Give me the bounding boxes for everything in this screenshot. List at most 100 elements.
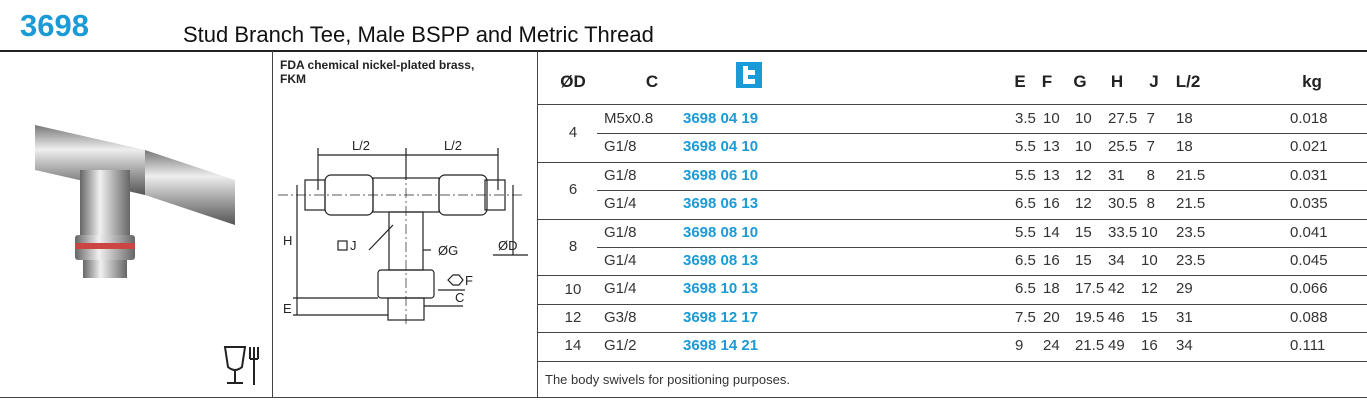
column-header: F: [1041, 72, 1053, 91]
cell: 7: [1146, 110, 1155, 127]
cell: 21.5: [1176, 195, 1206, 213]
cell: 8: [1146, 166, 1155, 184]
cell: 6.5: [1015, 195, 1036, 213]
row-rule: [597, 247, 1367, 248]
cell: G1/4: [604, 195, 637, 213]
outer-diameter: 12: [564, 309, 582, 326]
dim-label: ØD: [498, 238, 518, 253]
cell: 10: [1141, 252, 1158, 269]
cell: 16: [1043, 195, 1060, 213]
row-rule: [597, 190, 1367, 191]
outer-diameter: 8: [568, 238, 578, 255]
cell: 0.066: [1290, 280, 1328, 298]
product-photo: [35, 125, 235, 278]
divider: [272, 51, 273, 397]
cell: 12: [1141, 280, 1158, 298]
cell: 34: [1108, 252, 1125, 269]
cell: 13: [1043, 166, 1060, 184]
cell: 21.5: [1075, 337, 1105, 355]
cell: 7: [1146, 138, 1155, 156]
dim-label: J: [350, 238, 357, 253]
cell: 31: [1108, 166, 1125, 184]
cell: 25.5: [1108, 138, 1138, 156]
dim-label: L/2: [444, 138, 462, 153]
outer-diameter: 4: [568, 124, 578, 142]
cell: 20: [1043, 308, 1060, 326]
cell: 0.021: [1290, 138, 1328, 156]
cell: 12: [1075, 166, 1092, 184]
cell: 10: [1141, 223, 1158, 241]
row-rule: [597, 133, 1367, 134]
cell: 5.5: [1015, 223, 1036, 241]
row-rule: [538, 332, 1367, 333]
cell: 46: [1108, 308, 1125, 326]
cell: 49: [1108, 337, 1125, 355]
cell: 23.5: [1176, 252, 1206, 269]
cell: 23.5: [1176, 223, 1206, 241]
cell: 15: [1075, 223, 1092, 241]
cell: 21.5: [1176, 166, 1206, 184]
dim-label: L/2: [352, 138, 370, 153]
cell: 0.041: [1290, 223, 1328, 241]
cell: 0.031: [1290, 166, 1328, 184]
column-header: ØD: [560, 72, 586, 91]
reference-code: 3698 04 19: [683, 110, 759, 127]
dim-label: E: [283, 301, 292, 316]
cell: 18: [1043, 280, 1060, 298]
column-header: G: [1073, 72, 1087, 91]
cell: G1/8: [604, 223, 637, 241]
cell: 42: [1108, 280, 1125, 298]
row-rule: [538, 275, 1367, 276]
cell: 14: [1043, 223, 1060, 241]
cell: 3.5: [1015, 110, 1036, 127]
bottom-rule: [0, 397, 1367, 398]
cell: 6.5: [1015, 280, 1036, 298]
cell: G1/2: [604, 337, 637, 355]
cell: 17.5: [1075, 280, 1105, 298]
cell: 34: [1176, 337, 1193, 355]
cell: 27.5: [1108, 110, 1138, 127]
cell: M5x0.8: [604, 110, 654, 127]
cell: G3/8: [604, 308, 637, 326]
reference-code: 3698 08 10: [683, 223, 759, 241]
column-header: L/2: [1175, 72, 1201, 91]
reference-code: 3698 14 21: [683, 337, 759, 355]
reference-code: 3698 10 13: [683, 280, 759, 298]
row-rule: [538, 162, 1367, 163]
cell: G1/8: [604, 166, 637, 184]
outer-diameter: 14: [564, 337, 582, 355]
cell: 5.5: [1015, 138, 1036, 156]
row-rule: [538, 219, 1367, 220]
cell: 18: [1176, 138, 1193, 156]
header-rule: [0, 50, 1367, 52]
cell: 6.5: [1015, 252, 1036, 269]
cell: 0.018: [1290, 110, 1328, 127]
cell: 9: [1015, 337, 1024, 355]
cell: G1/4: [604, 280, 637, 298]
material: FDA chemical nickel-plated brass, FKM: [280, 58, 475, 86]
dimension-drawing: L/2 L/2 H J ØG ØD F E C: [278, 138, 528, 325]
cell: 0.088: [1290, 308, 1328, 326]
cell: 24: [1043, 337, 1060, 355]
dim-label: H: [283, 233, 292, 248]
cell: 33.5: [1108, 223, 1138, 241]
cell: 18: [1176, 110, 1193, 127]
divider: [537, 51, 538, 397]
cell: 0.111: [1290, 337, 1326, 355]
cell: 13: [1043, 138, 1060, 156]
cell: 29: [1176, 280, 1193, 298]
cell: 10: [1075, 138, 1092, 156]
cell: 10: [1075, 110, 1092, 127]
cell: G1/8: [604, 138, 637, 156]
column-header: C: [645, 72, 659, 91]
dim-label: C: [455, 290, 464, 305]
food-safe-icon: [223, 346, 259, 385]
cell: 15: [1141, 308, 1158, 326]
reference-code: 3698 08 13: [683, 252, 759, 269]
footnote: The body swivels for positioning purpose…: [545, 372, 790, 387]
cell: 10: [1043, 110, 1060, 127]
outer-diameter: 6: [568, 181, 578, 199]
cell: 30.5: [1108, 195, 1138, 213]
cell: 8: [1146, 195, 1155, 213]
